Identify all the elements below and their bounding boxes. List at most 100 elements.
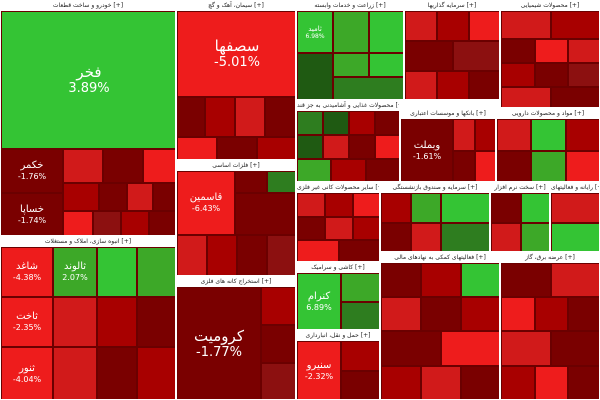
stock-tile[interactable] — [375, 111, 399, 135]
stock-tile[interactable] — [235, 171, 267, 193]
stock-tile[interactable] — [491, 193, 521, 223]
stock-tile[interactable] — [333, 11, 369, 53]
stock-tile[interactable] — [475, 119, 495, 151]
stock-tile[interactable] — [265, 97, 295, 137]
stock-tile[interactable] — [501, 331, 551, 366]
sector-financial-support[interactable]: فعالیتهای کمکی به نهادهای مالی [+] — [380, 252, 500, 400]
stock-tile[interactable] — [323, 111, 349, 135]
stock-tile[interactable] — [568, 63, 599, 87]
stock-tile[interactable] — [551, 223, 599, 251]
stock-tile[interactable] — [325, 193, 353, 217]
stock-tile[interactable] — [405, 71, 437, 99]
sector-food[interactable]: محصولات غذایی و آشامیدنی به جز قند [+] — [296, 100, 400, 182]
stock-tile[interactable] — [461, 297, 499, 331]
stock-tile[interactable] — [297, 159, 331, 181]
sector-ceramic[interactable]: کاشی و سرامیک [+] کنرام 6.89% — [296, 262, 380, 330]
stock-tile[interactable] — [437, 71, 469, 99]
stock-tile[interactable] — [405, 11, 437, 41]
stock-tile[interactable] — [501, 11, 551, 39]
stock-tile[interactable] — [99, 183, 127, 211]
stock-tile[interactable] — [297, 240, 339, 261]
stock-tile[interactable] — [341, 302, 379, 329]
stock-tile[interactable] — [261, 363, 295, 399]
sector-header[interactable]: انبوه سازی، املاک و مستغلات [+] — [1, 237, 175, 246]
stock-tile[interactable] — [297, 193, 325, 217]
stock-tile[interactable] — [369, 53, 403, 77]
sector-computer[interactable]: رایانه و فعالیتهای [+] — [550, 182, 600, 252]
stock-tile[interactable] — [531, 151, 566, 181]
stock-tile[interactable] — [453, 151, 475, 181]
stock-tile[interactable]: کنرام 6.89% — [297, 273, 341, 329]
sector-banks[interactable]: بانکها و موسسات اعتباری [+] وبملت -1.61% — [400, 108, 496, 182]
stock-tile[interactable] — [97, 347, 137, 399]
stock-tile[interactable] — [453, 119, 475, 151]
stock-tile[interactable] — [381, 193, 411, 223]
stock-tile[interactable] — [207, 235, 237, 275]
sector-header[interactable]: محصولات غذایی و آشامیدنی به جز قند [+] — [297, 101, 399, 110]
stock-tile[interactable] — [297, 111, 323, 135]
stock-tile[interactable] — [501, 297, 535, 331]
stock-tile[interactable] — [568, 366, 599, 399]
stock-tile[interactable] — [353, 193, 379, 217]
stock-tile[interactable] — [341, 273, 379, 302]
sector-non-metallic[interactable]: سایر محصولات کانی غیر فلزی [+] — [296, 182, 380, 262]
stock-tile[interactable] — [441, 223, 489, 251]
stock-tile[interactable] — [469, 11, 499, 41]
stock-tile[interactable]: ثالوند 2.07% — [53, 247, 97, 297]
stock-tile[interactable] — [153, 183, 175, 211]
sector-header[interactable]: سایر محصولات کانی غیر فلزی [+] — [297, 183, 379, 192]
sector-transport[interactable]: حمل و نقل، انبارداری [+] سنیرو -2.32% — [296, 330, 380, 400]
stock-tile[interactable] — [177, 137, 217, 159]
sector-header[interactable]: رایانه و فعالیتهای [+] — [551, 183, 599, 192]
stock-tile[interactable] — [381, 263, 421, 297]
stock-tile[interactable] — [405, 41, 453, 71]
stock-tile[interactable] — [421, 366, 461, 399]
stock-tile[interactable] — [323, 135, 349, 159]
stock-tile[interactable] — [437, 11, 469, 41]
stock-tile[interactable] — [297, 135, 323, 159]
stock-tile[interactable] — [267, 171, 295, 193]
stock-tile[interactable]: قاسمین -6.43% — [177, 171, 235, 235]
stock-tile[interactable] — [568, 39, 599, 63]
stock-tile[interactable] — [551, 11, 599, 39]
stock-tile[interactable] — [375, 135, 399, 159]
stock-tile[interactable] — [535, 63, 568, 87]
stock-tile[interactable] — [137, 297, 175, 347]
stock-tile[interactable] — [411, 193, 441, 223]
sector-header[interactable]: فلزات اساسی [+] — [177, 161, 295, 170]
stock-tile[interactable] — [551, 331, 599, 366]
stock-tile[interactable] — [97, 247, 137, 297]
stock-tile[interactable] — [97, 297, 137, 347]
stock-tile[interactable]: سنیرو -2.32% — [297, 341, 341, 399]
stock-tile[interactable] — [441, 331, 499, 366]
stock-tile[interactable] — [501, 366, 535, 399]
stock-tile[interactable] — [421, 297, 461, 331]
sector-header[interactable]: حمل و نقل، انبارداری [+] — [297, 331, 379, 340]
stock-tile[interactable] — [535, 39, 568, 63]
stock-tile[interactable] — [497, 119, 531, 151]
stock-tile[interactable]: وبملت -1.61% — [401, 119, 453, 181]
stock-tile[interactable] — [137, 247, 175, 297]
stock-tile[interactable] — [501, 87, 551, 107]
stock-tile[interactable]: ثاخت -2.35% — [1, 297, 53, 347]
stock-tile[interactable] — [381, 223, 411, 251]
sector-header[interactable]: زراعت و خدمات وابسته [+] — [297, 1, 403, 10]
sector-header[interactable]: سیمان، آهک و گچ [+] — [177, 1, 295, 10]
stock-tile[interactable] — [441, 193, 489, 223]
stock-tile[interactable] — [461, 366, 499, 399]
stock-tile[interactable] — [535, 366, 568, 399]
stock-tile[interactable] — [177, 97, 205, 137]
stock-tile[interactable] — [521, 193, 549, 223]
sector-header[interactable]: سخت نرم افزار [+] — [491, 183, 549, 192]
stock-tile[interactable] — [297, 53, 333, 99]
stock-tile[interactable] — [568, 297, 599, 331]
sector-real-estate[interactable]: انبوه سازی، املاک و مستغلات [+] شاغد -4.… — [0, 236, 176, 400]
sector-agriculture[interactable]: زراعت و خدمات وابسته [+] ثامید 6.98% — [296, 0, 404, 100]
sector-cement[interactable]: سیمان، آهک و گچ [+] سصفها -5.01% — [176, 0, 296, 160]
stock-tile[interactable] — [411, 223, 441, 251]
stock-tile[interactable] — [501, 39, 535, 63]
sector-header[interactable]: کاشی و سرامیک [+] — [297, 263, 379, 272]
stock-tile[interactable] — [257, 137, 295, 159]
sector-retirement-funds[interactable]: سرمایه و صندوق بازنشستگی [+] — [380, 182, 490, 252]
stock-tile[interactable] — [205, 97, 235, 137]
